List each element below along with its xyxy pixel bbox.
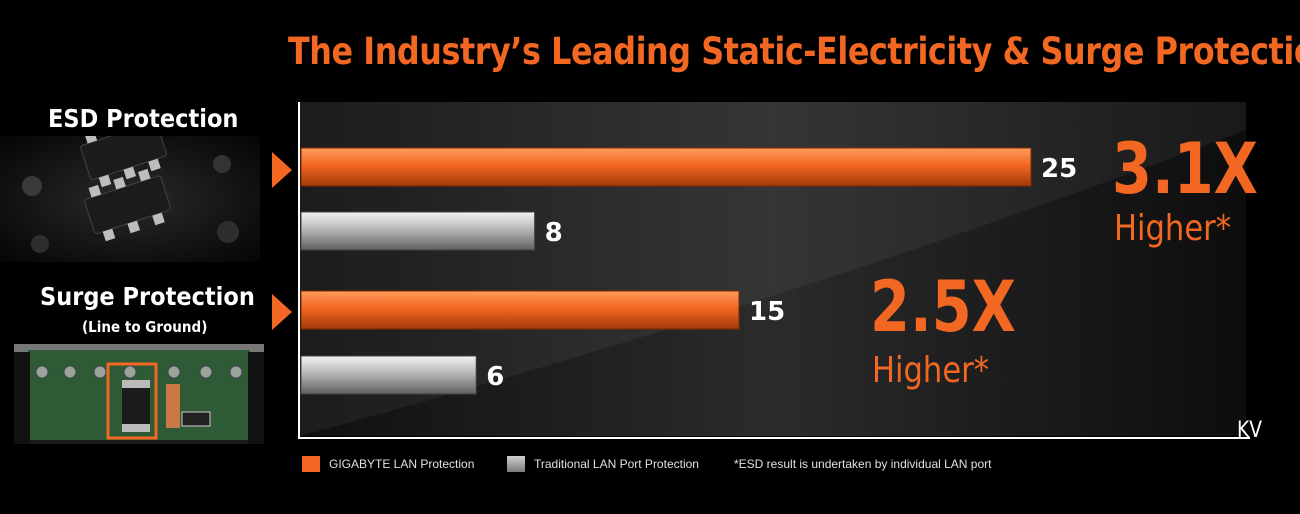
surge-protection-label: Surge Protection <box>40 282 255 311</box>
surge-ratio-higher: Higher* <box>872 350 990 391</box>
bar-value-surge-traditional: 6 <box>486 362 504 392</box>
legend-label-gigabyte: GIGABYTE LAN Protection <box>329 457 475 471</box>
esd-chip-image <box>0 136 260 262</box>
esd-ratio-value: 3.1X <box>1112 128 1258 210</box>
bar-value-surge-gigabyte: 15 <box>749 297 785 327</box>
bar-surge-gigabyte <box>300 290 740 330</box>
legend-item-traditional: Traditional LAN Port Protection <box>507 456 699 472</box>
unit-label: KV <box>1237 418 1263 443</box>
footnote-text: *ESD result is undertaken by individual … <box>734 457 992 471</box>
bar-value-esd-traditional: 8 <box>545 218 563 248</box>
surge-ratio-value: 2.5X <box>870 266 1016 348</box>
esd-protection-label: ESD Protection <box>48 104 239 133</box>
legend-item-gigabyte: GIGABYTE LAN Protection <box>302 456 474 472</box>
page-title: The Industry’s Leading Static-Electricit… <box>288 30 1300 73</box>
bar-value-esd-gigabyte: 25 <box>1041 154 1077 184</box>
legend-label-traditional: Traditional LAN Port Protection <box>534 457 699 471</box>
surge-pointer-icon <box>272 294 292 330</box>
esd-pointer-icon <box>272 152 292 188</box>
legend-swatch-gray <box>507 456 525 472</box>
surge-protection-sublabel: (Line to Ground) <box>82 318 208 336</box>
legend-swatch-orange <box>302 456 320 472</box>
bar-esd-gigabyte <box>300 147 1032 187</box>
bar-surge-traditional <box>300 355 477 395</box>
esd-ratio-higher: Higher* <box>1114 208 1232 249</box>
surge-pcb-image <box>14 344 264 444</box>
bar-esd-traditional <box>300 211 536 251</box>
footnote: *ESD result is undertaken by individual … <box>734 456 991 472</box>
